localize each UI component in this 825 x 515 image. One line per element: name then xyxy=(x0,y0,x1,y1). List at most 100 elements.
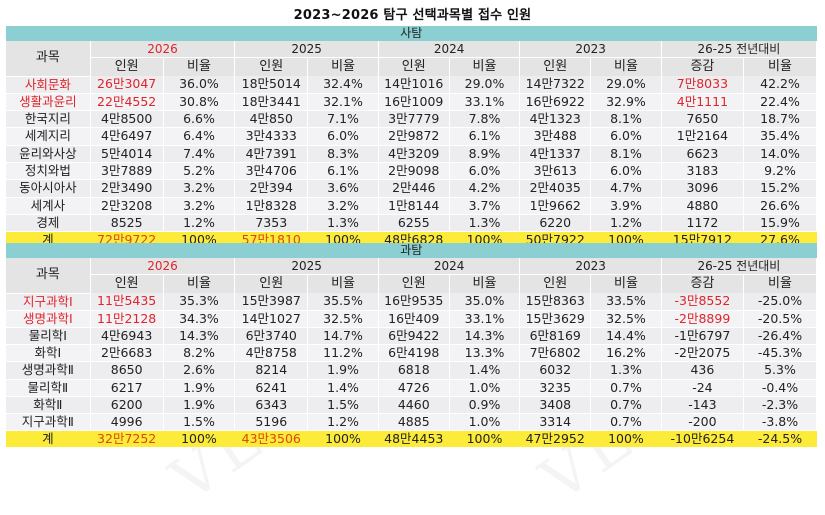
ratio-cell: -2.3% xyxy=(743,396,817,414)
ratio-cell: 35.4% xyxy=(743,127,817,146)
count-cell: 3235 xyxy=(519,379,592,397)
ratio-cell: 34.3% xyxy=(163,310,236,328)
social-studies-table: 사탐 과목 2026 2025 2024 2023 26-25 전년대비 인원 비율 인원 비율 인원… xyxy=(6,26,818,249)
year-header: 26-25 전년대비 xyxy=(661,258,818,275)
count-cell: 3만7889 xyxy=(90,162,164,181)
change-header: 증감 xyxy=(661,57,745,76)
count-cell: 4만7391 xyxy=(234,145,309,163)
ratio-cell: 0.7% xyxy=(590,379,662,397)
count-cell: 6만9422 xyxy=(378,327,450,346)
table-row: 지구과학Ⅰ 11만5435 35.3% 15만3987 35.5% 16만9535 35.0… xyxy=(6,293,817,311)
count-cell: 8214 xyxy=(234,361,309,380)
count-cell: -3만8552 xyxy=(661,293,745,311)
table-row: 물리학Ⅱ 6217 1.9% 6241 1.4% 4726 1.0% 3235 0.7% -24-… xyxy=(6,379,817,397)
count-cell: 6032 xyxy=(519,361,592,380)
table-row: 한국지리 4만8500 6.6% 4만850 7.1% 3만7779 7.8% 4만1323 8… xyxy=(6,110,817,129)
table-row: 윤리와사상 5만4014 7.4% 4만7391 8.3% 4만3209 8.9% 4만133… xyxy=(6,145,817,163)
count-cell: 2만4035 xyxy=(519,179,592,198)
total-ratio-cell: 100% xyxy=(307,430,379,448)
ratio-cell: 6.0% xyxy=(590,127,662,146)
count-cell: 6255 xyxy=(378,214,450,233)
ratio-cell: 33.1% xyxy=(449,310,521,328)
count-cell: 3314 xyxy=(519,413,592,432)
ratio-cell: 35.0% xyxy=(449,293,521,311)
ratio-cell: 6.6% xyxy=(163,110,236,129)
ratio-cell: 4.7% xyxy=(590,179,662,198)
count-cell: 16만409 xyxy=(378,310,450,328)
ratio-cell: 3.9% xyxy=(590,197,662,215)
ratio-cell: -25.0% xyxy=(743,293,817,311)
table-row: 정치와법 3만7889 5.2% 3만4706 6.1% 2만9098 6.0% 3만613 6… xyxy=(6,162,817,181)
count-cell: 3만4333 xyxy=(234,127,309,146)
count-cell: 6200 xyxy=(90,396,164,414)
ratio-cell: -45.3% xyxy=(743,344,817,363)
count-cell: 2만9872 xyxy=(378,127,450,146)
count-cell: 18만3441 xyxy=(234,93,309,112)
count-cell: 3096 xyxy=(661,179,745,198)
count-cell: 4726 xyxy=(378,379,450,397)
count-cell: 1만8144 xyxy=(378,197,450,215)
ratio-cell: 33.5% xyxy=(590,293,662,311)
ratio-cell: 35.5% xyxy=(307,293,379,311)
count-cell: 14만1016 xyxy=(378,76,450,94)
ratio-cell: 1.5% xyxy=(307,396,379,414)
count-cell: 4만6497 xyxy=(90,127,164,146)
count-cell: 4880 xyxy=(661,197,745,215)
count-cell: 4만1111 xyxy=(661,93,745,112)
count-cell: -2만8899 xyxy=(661,310,745,328)
total-count-cell: 43만3506 xyxy=(234,430,309,448)
ratio-cell: 1.3% xyxy=(590,361,662,380)
subject-cell: 윤리와사상 xyxy=(6,145,91,163)
count-header: 인원 xyxy=(378,274,450,293)
ratio-cell: 5.2% xyxy=(163,162,236,181)
count-header: 인원 xyxy=(234,57,309,76)
year-header: 2025 xyxy=(234,41,379,58)
count-cell: 6220 xyxy=(519,214,592,233)
ratio-header: 비율 xyxy=(307,274,379,293)
ratio-cell: 29.0% xyxy=(449,76,521,94)
subject-cell: 경제 xyxy=(6,214,91,233)
count-cell: 6241 xyxy=(234,379,309,397)
subject-cell: 생명과학Ⅱ xyxy=(6,361,91,380)
ratio-cell: 9.2% xyxy=(743,162,817,181)
ratio-cell: 5.3% xyxy=(743,361,817,380)
table-row: 화학Ⅱ 6200 1.9% 6343 1.5% 4460 0.9% 3408 0.7% -143-… xyxy=(6,396,817,414)
section-banner: 과탐 xyxy=(6,243,817,258)
ratio-cell: 35.3% xyxy=(163,293,236,311)
count-cell: 4만1337 xyxy=(519,145,592,163)
count-cell: 6만3740 xyxy=(234,327,309,346)
subject-cell: 세계사 xyxy=(6,197,91,215)
year-header: 26-25 전년대비 xyxy=(661,41,818,58)
ratio-cell: 1.9% xyxy=(163,379,236,397)
count-cell: 11만5435 xyxy=(90,293,164,311)
ratio-cell: 3.2% xyxy=(163,197,236,215)
count-cell: 1만9662 xyxy=(519,197,592,215)
ratio-cell: 4.2% xyxy=(449,179,521,198)
count-cell: 2만446 xyxy=(378,179,450,198)
count-cell: 3만4706 xyxy=(234,162,309,181)
table-row: 화학Ⅰ 2만6683 8.2% 4만8758 11.2% 6만4198 13.3% 7만680… xyxy=(6,344,817,363)
subject-cell: 세계지리 xyxy=(6,127,91,146)
total-ratio-cell: -24.5% xyxy=(743,430,817,448)
science-table: 과탐 과목 2026 2025 2024 2023 26-25 전년대비 인원 비율 인원 비율 인원… xyxy=(6,243,818,448)
subject-cell: 정치와법 xyxy=(6,162,91,181)
ratio-cell: 7.4% xyxy=(163,145,236,163)
count-cell: 4만850 xyxy=(234,110,309,129)
year-header: 2024 xyxy=(378,41,521,58)
ratio-cell: 6.0% xyxy=(449,162,521,181)
year-header: 2024 xyxy=(378,258,521,275)
subject-cell: 사회문화 xyxy=(6,76,91,94)
ratio-header: 비율 xyxy=(449,274,521,293)
table-row: 동아시아사 2만3490 3.2% 2만394 3.6% 2만446 4.2% 2만4035 4… xyxy=(6,179,817,198)
total-count-cell: 48만4453 xyxy=(378,430,450,448)
count-cell: 16만9535 xyxy=(378,293,450,311)
subject-cell: 물리학Ⅰ xyxy=(6,327,91,346)
count-cell: 1172 xyxy=(661,214,745,233)
count-cell: 7만8033 xyxy=(661,76,745,94)
count-header: 인원 xyxy=(234,274,309,293)
ratio-cell: 3.2% xyxy=(163,179,236,198)
ratio-cell: 1.9% xyxy=(307,361,379,380)
table-row: 세계사 2만3208 3.2% 1만8328 3.2% 1만8144 3.7% 1만9662 3… xyxy=(6,197,817,215)
count-cell: 3만488 xyxy=(519,127,592,146)
count-header: 인원 xyxy=(519,274,592,293)
